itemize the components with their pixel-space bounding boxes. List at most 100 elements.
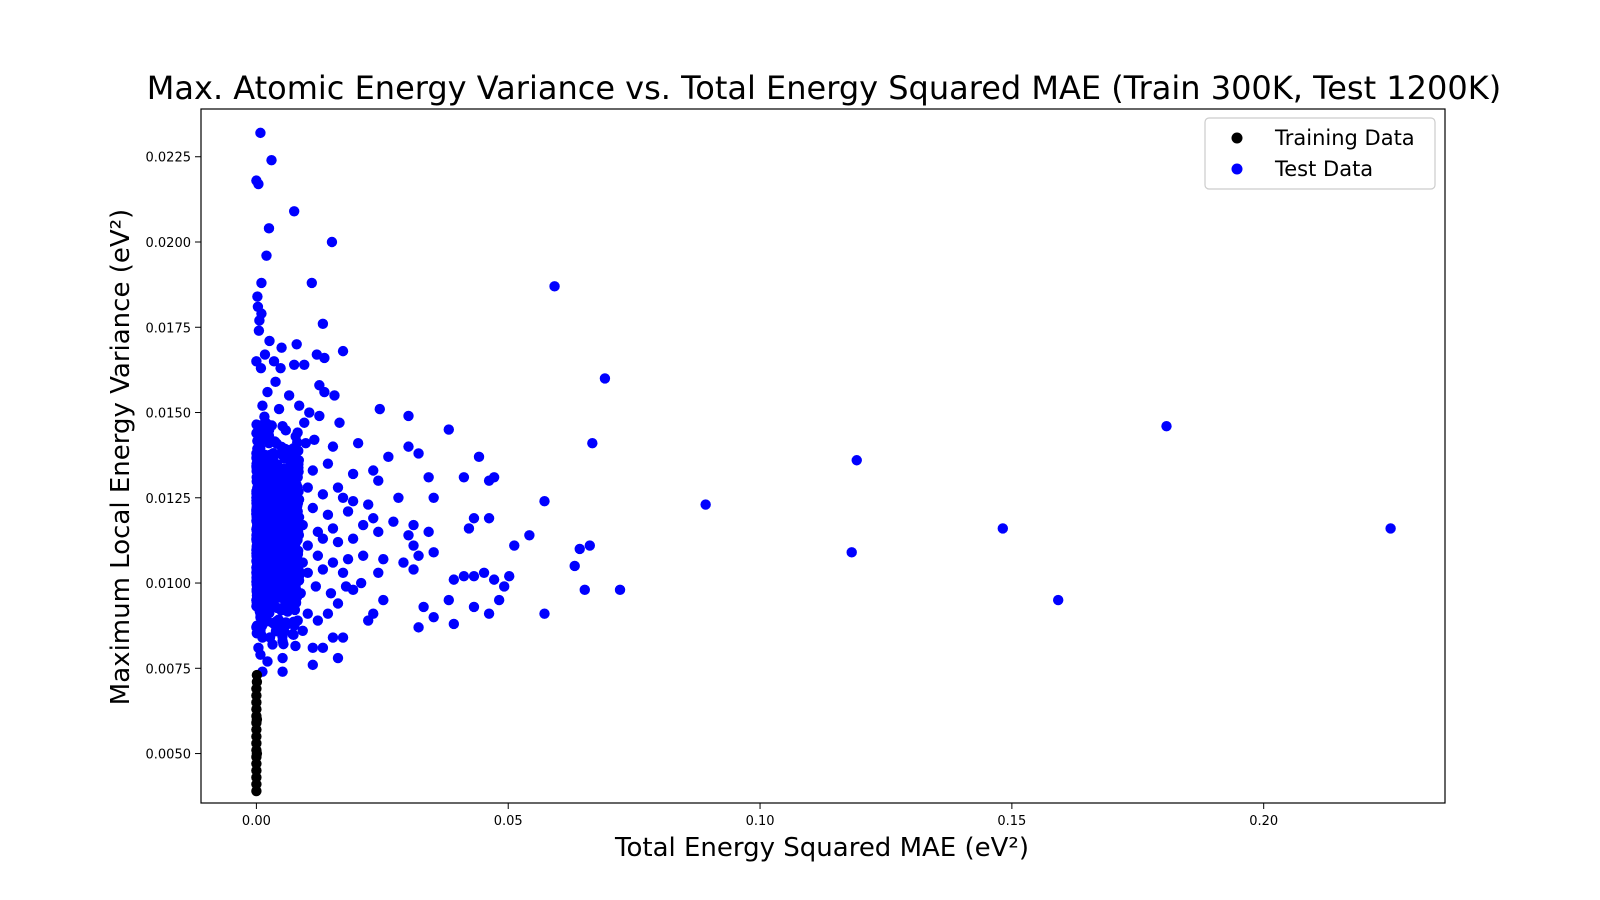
test-data-point — [293, 445, 304, 457]
x-tick-label: 0.05 — [494, 814, 523, 829]
test-data-point — [357, 550, 369, 561]
test-data-point — [299, 359, 310, 370]
test-data-point — [463, 523, 475, 534]
test-data-point — [327, 632, 339, 643]
test-data-point — [539, 495, 550, 507]
test-data-point — [851, 455, 862, 466]
test-data-point — [504, 571, 515, 582]
test-data-point — [428, 611, 439, 623]
test-data-point — [253, 178, 264, 190]
test-data-point — [266, 154, 277, 166]
x-axis-label: Total Energy Squared MAE (eV²) — [614, 833, 1029, 863]
training-data-point — [251, 748, 263, 759]
test-data-point — [846, 547, 857, 558]
test-data-point — [428, 547, 439, 558]
test-data-point — [312, 615, 324, 626]
test-data-point — [448, 574, 460, 585]
legend: Training Data Test Data — [1204, 117, 1436, 190]
test-data-point — [478, 567, 490, 578]
test-data-point — [291, 339, 302, 350]
test-data-point — [368, 608, 379, 619]
test-data-point — [363, 499, 374, 510]
test-data-point — [329, 390, 340, 401]
test-data-point — [253, 325, 265, 336]
legend-label-training: Training Data — [1274, 126, 1415, 150]
plot-area — [251, 127, 1396, 797]
test-data-point — [309, 434, 320, 445]
test-data-point — [337, 492, 349, 503]
test-data-point — [277, 635, 288, 647]
x-tick-label: 0.20 — [1249, 814, 1278, 829]
test-data-point — [374, 403, 385, 415]
test-data-point — [443, 594, 454, 606]
test-data-point — [282, 618, 293, 630]
test-data-point — [373, 526, 384, 538]
test-data-point — [322, 509, 334, 521]
test-data-point — [272, 615, 283, 626]
series-training-data — [251, 669, 263, 797]
test-data-point — [262, 386, 273, 398]
test-data-point — [378, 553, 389, 565]
test-data-point — [319, 386, 330, 398]
test-data-point — [332, 536, 344, 548]
test-data-point — [272, 461, 283, 473]
test-data-point — [287, 536, 298, 548]
test-data-point — [524, 530, 535, 541]
test-data-point — [299, 417, 310, 428]
test-data-point — [368, 465, 379, 476]
test-data-point — [292, 506, 303, 517]
test-data-point — [493, 594, 505, 606]
test-data-point — [265, 530, 277, 542]
test-data-point — [443, 424, 454, 435]
test-data-point — [614, 584, 626, 596]
test-data-point — [290, 640, 301, 652]
test-data-point — [269, 490, 280, 501]
test-data-point — [259, 349, 271, 360]
test-data-point — [509, 540, 520, 551]
test-data-point — [277, 502, 288, 514]
test-data-point — [280, 598, 291, 610]
test-data-point — [483, 608, 495, 619]
test-data-point — [398, 557, 409, 568]
test-data-point — [393, 492, 404, 503]
test-data-point — [302, 482, 313, 493]
test-data-point — [997, 523, 1008, 534]
test-data-point — [458, 472, 470, 483]
test-data-point — [357, 519, 369, 531]
y-tick-label: 0.0200 — [146, 236, 192, 251]
test-data-point — [325, 588, 337, 599]
test-data-point — [295, 588, 306, 599]
plot-frame — [200, 108, 1446, 804]
test-data-point — [488, 574, 500, 585]
test-data-point — [253, 642, 264, 654]
test-data-point — [549, 281, 560, 292]
y-tick-label: 0.0175 — [146, 321, 192, 336]
test-data-point — [266, 420, 277, 431]
y-tick-label: 0.0150 — [146, 407, 192, 422]
test-data-point — [488, 472, 500, 483]
test-data-point — [251, 561, 263, 573]
test-data-point — [292, 472, 303, 483]
test-data-point — [347, 495, 359, 507]
test-data-point — [584, 540, 596, 551]
training-data-point — [251, 669, 263, 681]
test-data-point — [574, 543, 585, 555]
test-data-point — [251, 576, 262, 587]
test-data-point — [322, 458, 334, 469]
test-data-point — [312, 550, 324, 561]
test-data-point — [388, 516, 399, 527]
test-data-point — [252, 291, 263, 302]
y-tick-label: 0.0225 — [146, 151, 192, 166]
test-data-point — [277, 666, 288, 677]
y-tick-label: 0.0050 — [146, 748, 192, 763]
y-axis-label: Maximum Local Energy Variance (eV²) — [106, 209, 136, 705]
test-data-point — [408, 519, 419, 531]
test-data-point — [287, 571, 298, 582]
test-data-point — [317, 533, 329, 544]
test-data-point — [342, 553, 354, 565]
test-data-point — [297, 625, 308, 636]
test-data-point — [307, 465, 319, 476]
test-data-point — [413, 448, 424, 459]
test-data-point — [284, 590, 295, 602]
test-data-point — [347, 533, 359, 544]
